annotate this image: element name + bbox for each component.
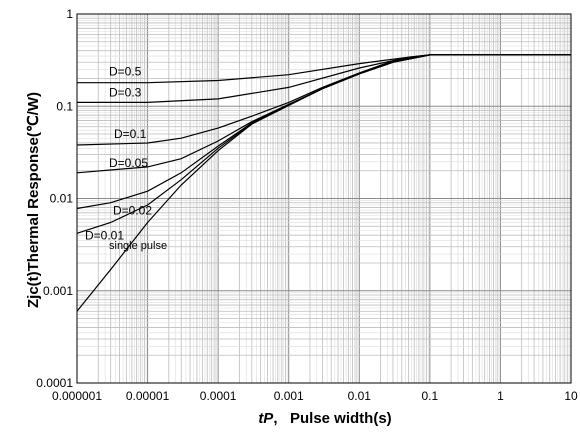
x-tick-label: 0.0001	[200, 389, 237, 403]
series-label: D=0.3	[109, 85, 142, 99]
series-lines	[76, 54, 571, 312]
series-label: D=0.1	[114, 127, 147, 141]
series-labels: D=0.5 D=0.3 D=0.1 D=0.05 D=0.02 D=0.01single …	[85, 65, 167, 253]
x-axis-title: Pulse width(s)	[290, 410, 392, 427]
series-label: single pulse	[109, 240, 167, 252]
series-label: D=0.02	[113, 203, 152, 217]
series-label: D=0.01	[85, 228, 124, 242]
x-tick-label: 0.001	[274, 389, 304, 403]
y-tick-label: 1	[66, 7, 73, 21]
y-axis-ticks: 0.0001 0.001 0.01 0.1 1	[36, 7, 73, 390]
plot-area-border	[76, 13, 572, 384]
x-tick-label: 0.00001	[126, 389, 170, 403]
y-tick-label: 0.1	[56, 99, 73, 113]
series-label: D=0.5	[109, 65, 142, 79]
y-tick-label: 0.01	[50, 192, 74, 206]
series-line	[76, 54, 571, 146]
y-tick-label: 0.0001	[36, 376, 73, 390]
y-axis-label: Zjc(t)Thermal Response(℃/W)	[25, 92, 42, 308]
x-tick-label: 0.000001	[52, 389, 102, 403]
x-axis-label: tP, Pulse width(s)	[258, 410, 391, 427]
y-tick-label: 0.001	[43, 284, 73, 298]
x-tick-label: 0.1	[422, 389, 439, 403]
x-tick-label: 10	[564, 389, 578, 403]
x-axis-ticks: 0.000001 0.00001 0.0001 0.001 0.01 0.1 1 10	[52, 389, 578, 403]
series-line	[76, 54, 464, 312]
x-tick-label: 0.01	[348, 389, 372, 403]
series-label: D=0.05	[109, 156, 148, 170]
x-axis-separator: ,	[273, 410, 290, 427]
x-tick-label: 1	[497, 389, 504, 403]
x-axis-symbol: tP	[258, 410, 274, 427]
